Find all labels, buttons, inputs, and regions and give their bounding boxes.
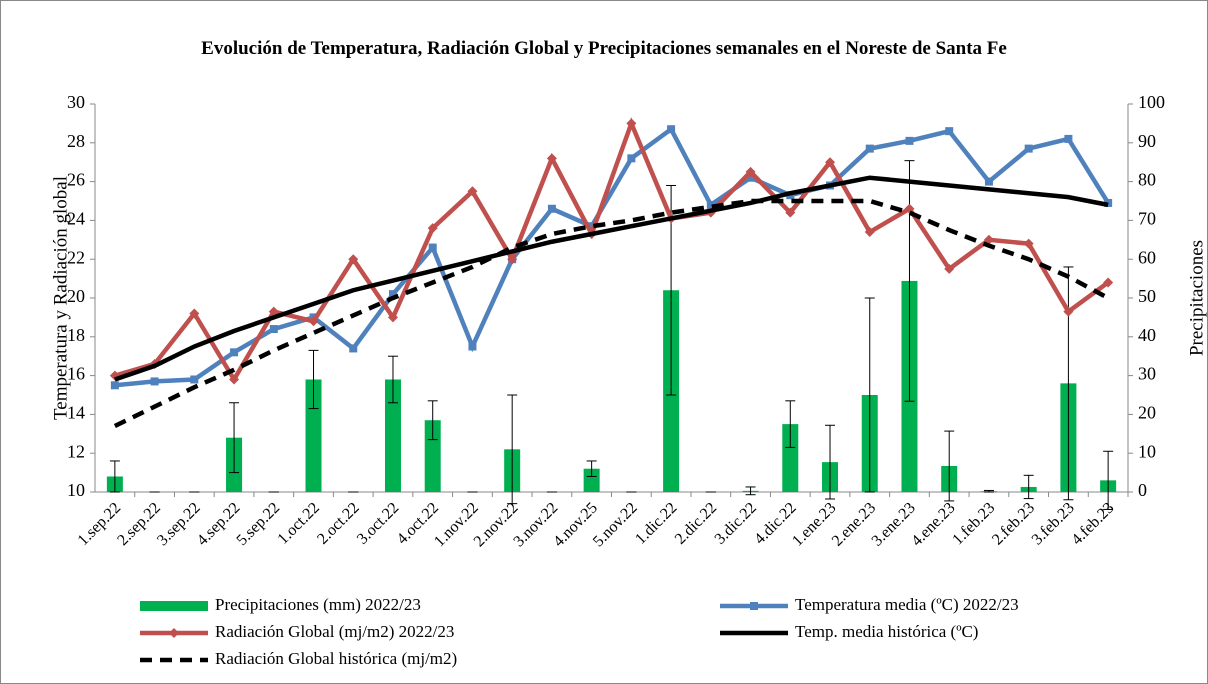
y2-tick-label: 10 bbox=[1138, 441, 1156, 461]
marker bbox=[667, 125, 676, 134]
marker bbox=[864, 227, 875, 238]
y2-axis-label: Precipitaciones bbox=[1186, 240, 1207, 356]
y-tick-label: 16 bbox=[67, 364, 85, 384]
marker bbox=[746, 173, 755, 182]
marker bbox=[1063, 306, 1074, 317]
y2-tick-label: 80 bbox=[1138, 170, 1156, 190]
marker bbox=[230, 348, 239, 357]
marker bbox=[944, 263, 955, 274]
marker bbox=[785, 207, 796, 218]
marker bbox=[706, 200, 715, 209]
marker bbox=[587, 222, 596, 231]
marker bbox=[627, 154, 636, 163]
legend-marker bbox=[750, 602, 758, 610]
y-axis-label: Temperatura y Radiación global bbox=[50, 176, 71, 420]
marker bbox=[984, 177, 993, 186]
legend-label: Temperatura media (ºC) 2022/23 bbox=[795, 595, 1019, 614]
bar bbox=[305, 379, 322, 492]
marker bbox=[865, 144, 874, 153]
marker bbox=[745, 166, 756, 177]
y-tick-label: 12 bbox=[67, 441, 85, 461]
marker bbox=[427, 223, 438, 234]
marker bbox=[348, 254, 359, 265]
y-tick-label: 26 bbox=[67, 170, 85, 190]
y2-tick-label: 30 bbox=[1138, 364, 1156, 384]
line-series bbox=[113, 198, 1110, 429]
legend-label: Radiación Global (mj/m2) 2022/23 bbox=[215, 622, 454, 641]
marker bbox=[945, 127, 954, 136]
marker bbox=[189, 308, 200, 319]
y-tick-label: 14 bbox=[67, 403, 85, 423]
legend-label: Temp. media histórica (ºC) bbox=[795, 622, 978, 641]
legend-swatch bbox=[140, 601, 208, 611]
y2-tick-label: 90 bbox=[1138, 131, 1156, 151]
marker bbox=[268, 306, 279, 317]
marker bbox=[269, 325, 278, 334]
marker bbox=[1024, 144, 1033, 153]
y-tick-label: 10 bbox=[67, 480, 85, 500]
marker bbox=[825, 157, 836, 168]
bar bbox=[384, 379, 401, 492]
marker bbox=[905, 136, 914, 145]
marker bbox=[546, 153, 557, 164]
marker bbox=[1103, 277, 1114, 288]
y2-tick-label: 100 bbox=[1138, 92, 1165, 112]
chart-title: Evolución de Temperatura, Radiación Glob… bbox=[201, 38, 1007, 59]
y2-tick-label: 40 bbox=[1138, 325, 1156, 345]
marker bbox=[150, 377, 159, 386]
y-tick-label: 18 bbox=[67, 325, 85, 345]
marker bbox=[428, 243, 437, 252]
y2-tick-label: 50 bbox=[1138, 286, 1156, 306]
line-series bbox=[114, 125, 1111, 388]
line-series bbox=[114, 175, 1109, 382]
y-tick-label: 28 bbox=[67, 131, 85, 151]
marker bbox=[1023, 238, 1034, 249]
bar bbox=[782, 424, 799, 492]
legend-marker bbox=[169, 628, 179, 638]
marker bbox=[626, 118, 637, 129]
y-tick-label: 30 bbox=[67, 92, 85, 112]
marker bbox=[349, 344, 358, 353]
marker bbox=[229, 374, 240, 385]
marker bbox=[547, 204, 556, 213]
marker bbox=[1064, 134, 1073, 143]
marker bbox=[468, 342, 477, 351]
marker bbox=[467, 186, 478, 197]
y2-tick-label: 20 bbox=[1138, 403, 1156, 423]
marker bbox=[308, 316, 319, 327]
marker bbox=[388, 290, 397, 299]
marker bbox=[110, 381, 119, 390]
y-tick-label: 22 bbox=[67, 247, 85, 267]
marker bbox=[507, 254, 518, 265]
bar bbox=[583, 468, 600, 492]
y2-tick-label: 0 bbox=[1138, 480, 1147, 500]
legend-label: Radiación Global histórica (mj/m2) bbox=[215, 649, 457, 668]
y2-tick-label: 70 bbox=[1138, 209, 1156, 229]
marker bbox=[904, 203, 915, 214]
y2-tick-label: 60 bbox=[1138, 247, 1156, 267]
marker bbox=[387, 312, 398, 323]
bar bbox=[424, 420, 441, 492]
marker bbox=[190, 375, 199, 384]
y-tick-label: 24 bbox=[67, 209, 85, 229]
legend-label: Precipitaciones (mm) 2022/23 bbox=[215, 595, 421, 614]
y-tick-label: 20 bbox=[67, 286, 85, 306]
